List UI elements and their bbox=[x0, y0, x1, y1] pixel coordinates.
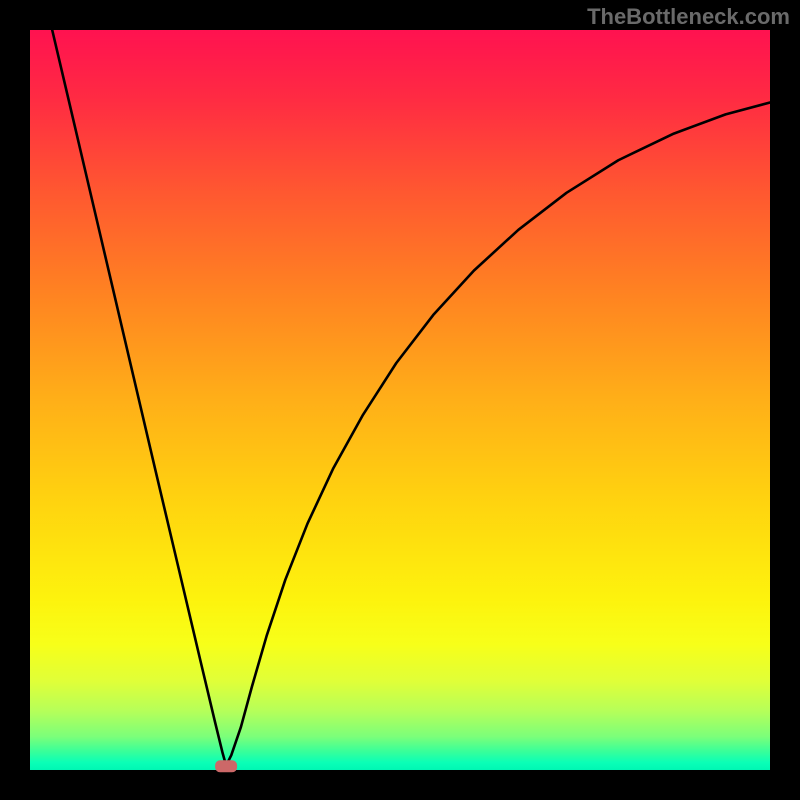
minimum-marker bbox=[215, 760, 237, 772]
bottleneck-chart: TheBottleneck.com bbox=[0, 0, 800, 800]
watermark-text: TheBottleneck.com bbox=[587, 4, 790, 30]
chart-svg bbox=[0, 0, 800, 800]
